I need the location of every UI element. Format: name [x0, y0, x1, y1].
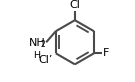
Text: Cl: Cl [69, 0, 80, 10]
Text: H: H [33, 51, 40, 60]
Text: F: F [103, 48, 109, 58]
Text: NH: NH [29, 38, 46, 48]
Text: 2: 2 [41, 40, 46, 49]
Text: Cl’: Cl’ [38, 55, 52, 65]
